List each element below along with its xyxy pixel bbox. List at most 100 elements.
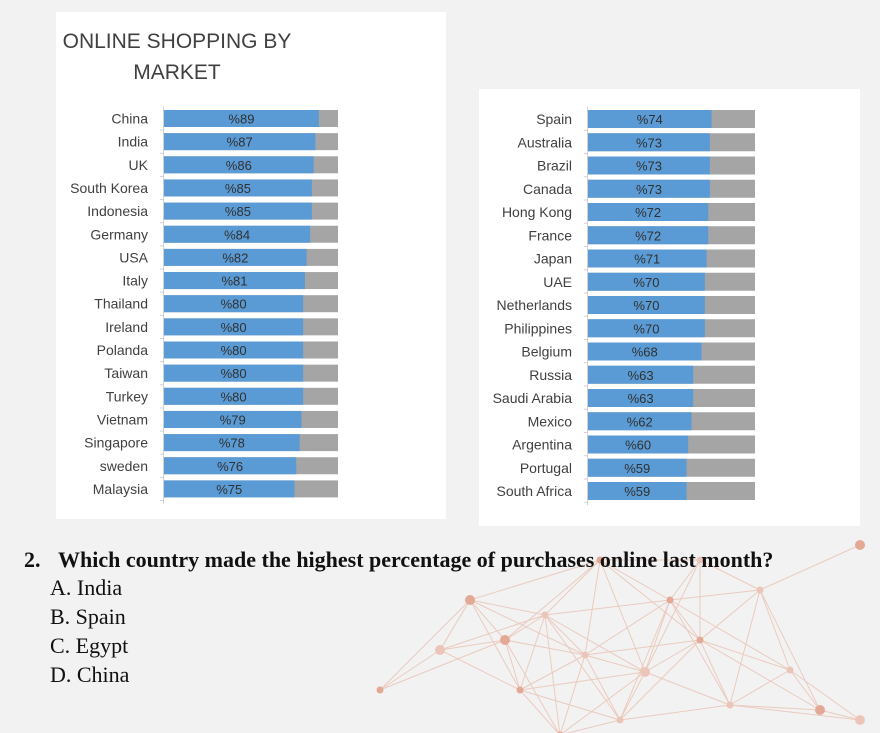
data-label: %86 <box>226 158 252 173</box>
bar-value <box>164 225 311 243</box>
network-line <box>619 599 671 721</box>
bar-value <box>588 458 687 477</box>
bar-value <box>164 179 312 197</box>
network-line <box>599 559 646 673</box>
network-line <box>644 639 701 673</box>
network-line <box>584 639 701 656</box>
data-label: %72 <box>635 228 661 243</box>
network-line <box>759 544 861 591</box>
network-line <box>669 599 731 706</box>
network-line <box>544 614 561 733</box>
bar-value <box>164 434 300 452</box>
category-label: sweden <box>100 458 148 474</box>
data-label: %80 <box>221 297 247 312</box>
network-line <box>469 599 506 641</box>
category-label: Thailand <box>94 296 148 312</box>
network-line <box>379 639 506 691</box>
bar-value <box>588 110 712 128</box>
category-label: Japan <box>534 251 572 267</box>
network-line <box>379 649 441 691</box>
network-line <box>669 599 701 641</box>
data-label: %79 <box>220 412 246 427</box>
bar-value <box>588 296 705 314</box>
bar-value <box>588 319 705 338</box>
network-line <box>439 639 506 651</box>
network-line <box>439 649 521 691</box>
network-node <box>435 645 445 655</box>
network-line <box>584 559 601 656</box>
data-label: %85 <box>225 204 251 219</box>
network-line <box>699 639 791 671</box>
bar-value <box>164 410 302 428</box>
network-line <box>599 559 701 641</box>
option-c[interactable]: C. Egypt <box>50 633 129 658</box>
data-label: %70 <box>633 275 659 290</box>
network-line <box>729 669 791 706</box>
option-b[interactable]: B. Spain <box>50 604 126 629</box>
data-label: %70 <box>633 298 659 313</box>
category-label: Mexico <box>528 413 573 429</box>
network-node <box>696 636 704 644</box>
category-label: South Africa <box>497 483 573 499</box>
chart-title: ONLINE SHOPPING BY MARKET <box>62 30 292 84</box>
network-node <box>581 651 589 659</box>
category-label: Germany <box>90 226 148 242</box>
bar-value <box>588 389 694 407</box>
bar-value <box>588 435 689 454</box>
bar-value <box>164 341 304 359</box>
network-node <box>696 556 704 564</box>
bar-value <box>164 272 305 290</box>
network-line <box>584 654 646 673</box>
option-a[interactable]: A. India <box>50 575 123 600</box>
data-label: %59 <box>624 461 650 476</box>
bar-value <box>588 482 687 500</box>
category-label: Argentina <box>512 437 572 453</box>
data-label: %87 <box>227 135 253 150</box>
network-line <box>544 559 601 616</box>
network-line <box>504 639 586 656</box>
network-node <box>666 596 674 604</box>
data-label: %73 <box>636 135 662 150</box>
bar-value <box>588 226 709 245</box>
category-label: Hong Kong <box>502 204 572 220</box>
network-line <box>699 589 761 641</box>
category-label: Saudi Arabia <box>493 390 573 406</box>
bar-value <box>588 342 702 361</box>
category-label: France <box>528 227 572 243</box>
bar-value <box>164 364 304 382</box>
category-label: Ireland <box>105 319 148 335</box>
network-line <box>644 559 701 673</box>
network-node <box>516 686 524 694</box>
category-label: Australia <box>518 134 573 150</box>
data-label: %75 <box>216 482 242 497</box>
network-node <box>756 586 764 594</box>
category-label: Singapore <box>84 435 148 451</box>
bar-value <box>164 480 295 498</box>
bar-value <box>164 318 304 336</box>
data-label: %72 <box>635 205 661 220</box>
category-label: Italy <box>122 273 148 289</box>
bar-value <box>588 133 710 152</box>
data-label: %76 <box>217 459 243 474</box>
network-node <box>640 667 650 677</box>
data-label: %80 <box>221 366 247 381</box>
network-node <box>815 705 825 715</box>
network-line <box>669 559 701 601</box>
category-label: Canada <box>523 181 572 197</box>
data-label: %63 <box>628 368 654 383</box>
network-line <box>699 639 821 711</box>
data-label: %60 <box>625 438 651 453</box>
bar-value <box>588 272 705 291</box>
network-line <box>789 669 861 721</box>
data-label: %82 <box>222 250 248 265</box>
question-block: 2. Which country made the highest percen… <box>24 546 824 689</box>
network-line <box>699 639 731 706</box>
category-label: Russia <box>529 367 572 383</box>
option-d[interactable]: D. China <box>50 662 130 687</box>
network-line <box>619 639 701 721</box>
network-line <box>729 704 861 721</box>
network-node <box>465 595 475 605</box>
category-label: Netherlands <box>497 297 573 313</box>
network-line <box>469 559 601 601</box>
network-line <box>584 599 671 656</box>
